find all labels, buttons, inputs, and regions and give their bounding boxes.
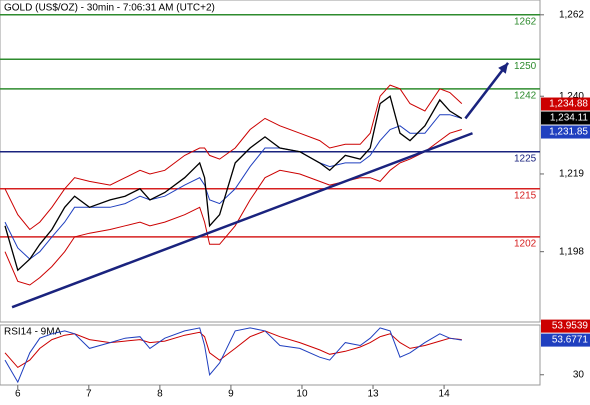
series-line [4, 84, 463, 231]
x-tick-label: 6 [15, 389, 21, 400]
level-label: 1262 [514, 16, 537, 27]
level-label: 1242 [514, 90, 537, 101]
level-label: 1215 [514, 190, 537, 201]
price-box [541, 319, 590, 333]
price-label: 1,231.85 [549, 127, 588, 138]
price-label: 53.9539 [552, 321, 589, 332]
price-label: 53.6771 [552, 335, 589, 346]
series-line [4, 327, 462, 384]
x-tick-label: 9 [228, 389, 234, 400]
y-tick-label: 1,219 [559, 169, 584, 180]
series-line [4, 114, 462, 260]
x-tick-label: 8 [157, 389, 163, 400]
series-line [4, 95, 463, 272]
x-tick-label: 10 [296, 389, 308, 400]
price-box [541, 97, 590, 111]
price-label: 1,234.11 [550, 113, 589, 124]
series-line [4, 129, 462, 286]
price-box [541, 111, 590, 125]
trend-line [11, 132, 473, 309]
rsi-title: RSI14 - 9MA [4, 327, 62, 338]
level-label: 1250 [514, 61, 537, 72]
chart-title: GOLD (US$/OZ) - 30min - 7:06:31 AM (UTC+… [4, 3, 215, 14]
y-tick-label: 1,262 [559, 9, 584, 20]
x-tick-label: 14 [439, 389, 451, 400]
level-label: 1225 [514, 153, 537, 164]
price-label: 1,234.88 [549, 99, 588, 110]
x-tick-label: 7 [86, 389, 92, 400]
main-frame [0, 0, 541, 323]
x-tick-label: 13 [367, 389, 379, 400]
y-tick-label: 30 [573, 369, 585, 380]
y-tick-label: 1,198 [559, 246, 584, 257]
arrow-head [498, 62, 509, 74]
arrow-shaft [464, 62, 510, 120]
price-box [541, 333, 590, 347]
price-box [541, 125, 590, 139]
y-tick-label: 1,240 [559, 91, 584, 102]
rsi-frame [0, 324, 541, 386]
level-label: 1202 [514, 239, 537, 250]
